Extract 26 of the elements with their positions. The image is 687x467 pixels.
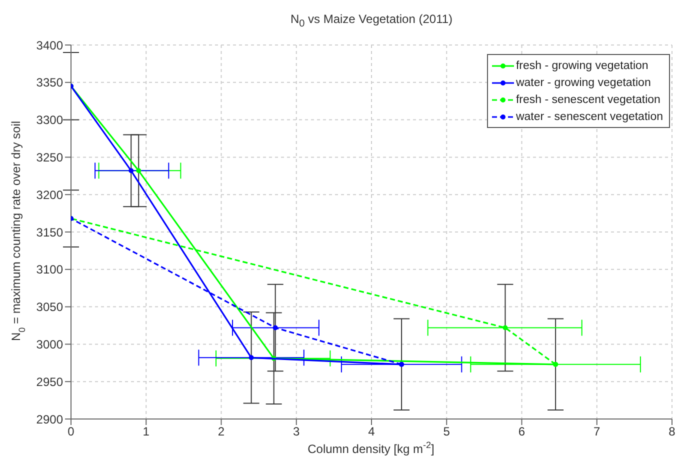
y-tick-label: 3150	[36, 225, 64, 240]
x-tick-label: 1	[142, 424, 150, 439]
y-tick-label: 3100	[36, 262, 64, 277]
y-tick-label: 3400	[36, 38, 64, 52]
x-tick-label: 6	[518, 424, 526, 439]
y-tick-label: 3300	[36, 113, 64, 128]
chart-title: N$_{0}$ vs Maize Vegetation (2011)	[289, 12, 454, 30]
x-tick-label: 8	[668, 424, 676, 439]
legend-label: fresh - growing vegetation	[516, 60, 648, 72]
y-tick-label: 2900	[36, 412, 64, 426]
x-tick-label: 2	[218, 424, 225, 439]
y-tick-label: 3250	[36, 150, 64, 164]
x-tick-label: 4	[368, 424, 376, 439]
y-tick-label: 3050	[36, 300, 64, 314]
x-tick-label: 3	[293, 424, 300, 439]
legend-label: water - growing vegetation	[516, 76, 651, 88]
y-tick-label: 3000	[36, 337, 64, 352]
x-tick-label: 0	[68, 424, 75, 439]
x-axis-title: Column density [kg m$^{-2}$]	[308, 440, 434, 456]
x-tick-label: 5	[443, 424, 450, 439]
legend-label: water - senescent vegetation	[516, 110, 663, 122]
x-tick-label: 7	[594, 424, 601, 439]
y-tick-label: 3200	[36, 188, 64, 202]
legend-label: fresh - senescent vegetation	[516, 94, 660, 106]
y-tick-label: 2950	[36, 374, 64, 389]
y-tick-label: 3350	[36, 76, 64, 90]
